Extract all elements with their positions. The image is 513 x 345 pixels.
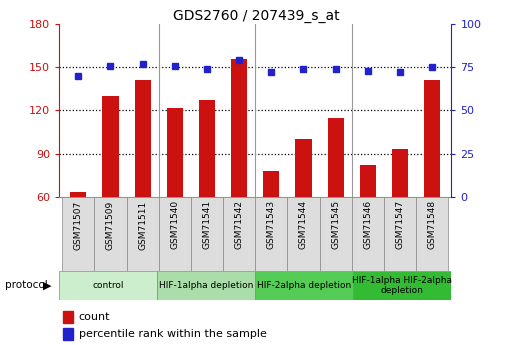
Text: HIF-2alpha depletion: HIF-2alpha depletion [257, 281, 351, 290]
Bar [353, 271, 451, 300]
Text: GSM71543: GSM71543 [267, 200, 276, 249]
Bar [127, 197, 159, 271]
Bar [63, 310, 73, 323]
Bar [392, 149, 408, 197]
Bar [384, 197, 416, 271]
Bar [59, 271, 157, 300]
Bar [416, 197, 448, 271]
Bar [263, 171, 280, 197]
Bar [134, 80, 151, 197]
Bar [62, 197, 94, 271]
Text: protocol: protocol [5, 280, 48, 290]
Text: GSM71547: GSM71547 [396, 200, 404, 249]
Text: count: count [78, 312, 110, 322]
Text: GSM71507: GSM71507 [74, 200, 83, 250]
Bar [167, 108, 183, 197]
Bar [63, 328, 73, 340]
Text: GSM71542: GSM71542 [234, 200, 244, 249]
Bar [103, 96, 119, 197]
Bar [424, 80, 440, 197]
Text: GSM71544: GSM71544 [299, 200, 308, 249]
Text: HIF-1alpha HIF-2alpha
depletion: HIF-1alpha HIF-2alpha depletion [352, 276, 452, 295]
Bar [255, 197, 287, 271]
Text: HIF-1alpha depletion: HIF-1alpha depletion [159, 281, 253, 290]
Text: GSM71511: GSM71511 [138, 200, 147, 250]
Bar [159, 197, 191, 271]
Bar [295, 139, 311, 197]
Text: ▶: ▶ [43, 280, 51, 290]
Text: GSM71546: GSM71546 [363, 200, 372, 249]
Text: GSM71545: GSM71545 [331, 200, 340, 249]
Bar [94, 197, 127, 271]
Bar [70, 193, 86, 197]
Bar [352, 197, 384, 271]
Text: percentile rank within the sample: percentile rank within the sample [78, 329, 266, 339]
Text: GSM71541: GSM71541 [203, 200, 211, 249]
Text: control: control [92, 281, 124, 290]
Bar [157, 271, 255, 300]
Bar [199, 100, 215, 197]
Bar [223, 197, 255, 271]
Text: GSM71540: GSM71540 [170, 200, 180, 249]
Bar [255, 271, 353, 300]
Bar [231, 59, 247, 197]
Text: GDS2760 / 207439_s_at: GDS2760 / 207439_s_at [173, 9, 340, 23]
Bar [328, 118, 344, 197]
Bar [191, 197, 223, 271]
Text: GSM71509: GSM71509 [106, 200, 115, 250]
Bar [320, 197, 352, 271]
Bar [287, 197, 320, 271]
Bar [360, 165, 376, 197]
Text: GSM71548: GSM71548 [428, 200, 437, 249]
